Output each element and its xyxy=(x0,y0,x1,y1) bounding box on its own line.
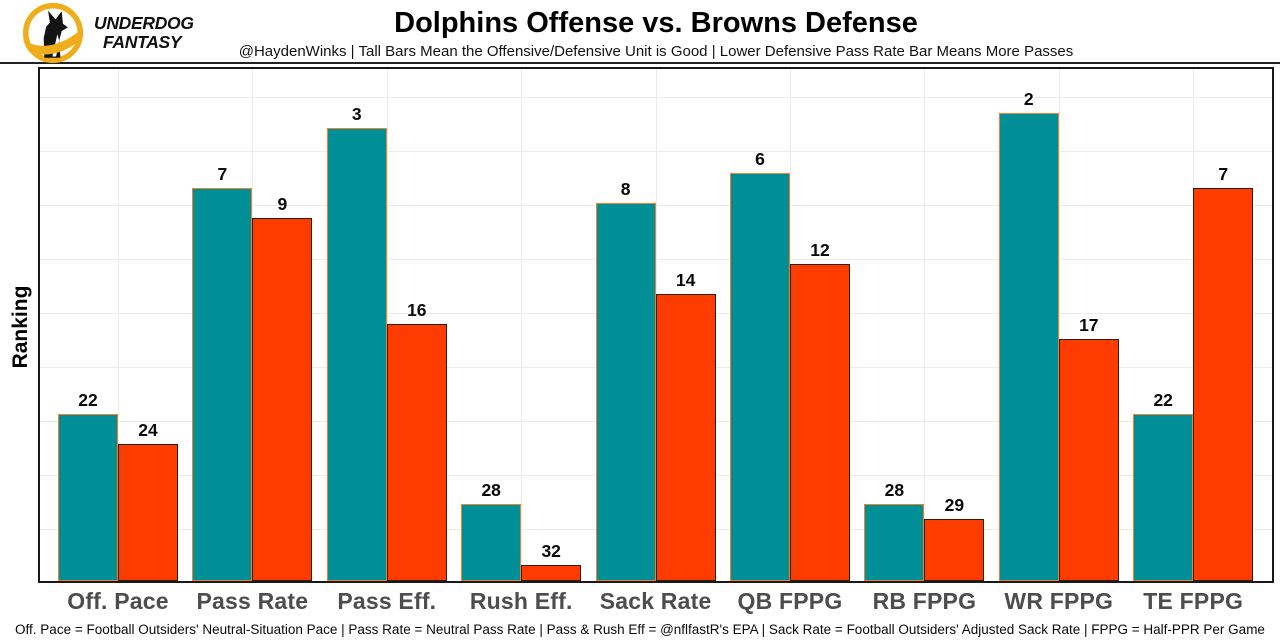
brand-logo: UNDERDOG FANTASY xyxy=(22,2,194,64)
bar-value-label: 3 xyxy=(351,104,362,125)
bar-defense xyxy=(252,218,313,581)
chart-subtitle: @HaydenWinks | Tall Bars Mean the Offens… xyxy=(238,43,1074,60)
x-axis-category-label: RB FPPG xyxy=(872,588,977,614)
bar-defense xyxy=(118,444,178,581)
bar-offense xyxy=(730,173,790,581)
bar-value-label: 22 xyxy=(78,390,98,411)
bar-value-label: 7 xyxy=(217,164,228,185)
bar-offense xyxy=(192,188,253,581)
bar-value-label: 32 xyxy=(541,540,561,561)
x-axis-category-label: Sack Rate xyxy=(599,588,712,614)
bar-value-label: 8 xyxy=(620,179,631,200)
bar-value-label: 24 xyxy=(138,420,158,441)
bar-value-label: 9 xyxy=(277,194,288,215)
gridline-vertical xyxy=(924,67,926,581)
x-axis-category-label: QB FPPG xyxy=(737,588,843,614)
gridline-vertical xyxy=(1058,67,1060,581)
bar-defense xyxy=(790,263,850,581)
bar-offense xyxy=(326,128,387,581)
bar-offense xyxy=(595,203,656,581)
header-divider xyxy=(0,62,1280,64)
logo-swoosh xyxy=(22,28,84,55)
x-axis-category-label: Off. Pace xyxy=(67,588,169,614)
bar-value-label: 2 xyxy=(1023,89,1034,110)
x-axis-category-label: TE FPPG xyxy=(1143,588,1244,614)
brand-line1: UNDERDOG xyxy=(94,13,194,33)
bar-defense xyxy=(386,323,447,581)
gridline-vertical xyxy=(521,67,523,581)
bar-value-label: 16 xyxy=(407,299,427,320)
gridline-vertical xyxy=(118,67,119,581)
bar-value-label: 7 xyxy=(1218,164,1229,185)
bar-defense xyxy=(924,519,985,581)
brand-line2: FANTASY xyxy=(103,32,182,52)
x-axis-category-label: WR FPPG xyxy=(1004,588,1114,614)
underdog-dog-icon xyxy=(22,2,84,64)
x-axis-category-label: Rush Eff. xyxy=(469,588,573,614)
bar-value-label: 17 xyxy=(1079,314,1099,335)
x-axis-category-label: Pass Rate xyxy=(196,588,309,614)
bar-value-label: 12 xyxy=(810,239,830,260)
bar-offense xyxy=(998,113,1059,581)
bar-value-label: 14 xyxy=(675,269,696,290)
title-block: Dolphins Offense vs. Browns Defense @Hay… xyxy=(32,6,1280,60)
bar-defense xyxy=(521,564,582,581)
bar-value-label: 28 xyxy=(481,480,501,501)
bar-defense xyxy=(655,293,716,581)
bar-offense xyxy=(58,414,118,581)
bar-offense xyxy=(1133,414,1194,581)
bar-value-label: 29 xyxy=(944,495,965,516)
bar-defense xyxy=(1193,188,1254,581)
bar-value-label: 22 xyxy=(1153,390,1173,411)
bar-value-label: 6 xyxy=(755,149,765,170)
footnote: Off. Pace = Football Outsiders' Neutral-… xyxy=(15,622,1265,637)
brand-wordmark: UNDERDOG FANTASY xyxy=(94,14,194,52)
bar-offense xyxy=(864,504,925,581)
bar-defense xyxy=(1058,338,1119,581)
bar-offense xyxy=(461,504,522,581)
chart-title: Dolphins Offense vs. Browns Defense xyxy=(394,7,918,39)
bar-value-label: 28 xyxy=(884,480,905,501)
x-axis-category-label: Pass Eff. xyxy=(337,588,437,614)
